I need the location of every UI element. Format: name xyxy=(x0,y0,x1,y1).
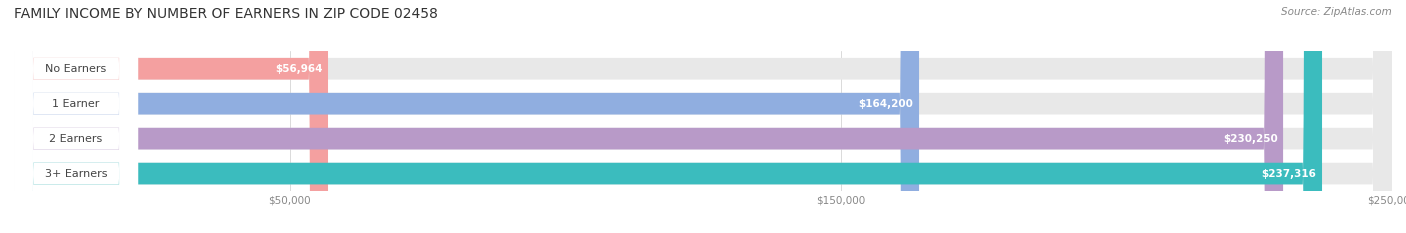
Text: No Earners: No Earners xyxy=(45,64,107,74)
FancyBboxPatch shape xyxy=(14,0,1392,233)
FancyBboxPatch shape xyxy=(14,0,1392,233)
Text: 3+ Earners: 3+ Earners xyxy=(45,169,107,178)
FancyBboxPatch shape xyxy=(14,0,1322,233)
FancyBboxPatch shape xyxy=(14,0,920,233)
Text: Source: ZipAtlas.com: Source: ZipAtlas.com xyxy=(1281,7,1392,17)
Text: $56,964: $56,964 xyxy=(276,64,322,74)
FancyBboxPatch shape xyxy=(14,0,1284,233)
Text: $237,316: $237,316 xyxy=(1261,169,1316,178)
FancyBboxPatch shape xyxy=(14,0,138,233)
FancyBboxPatch shape xyxy=(14,0,138,233)
Text: FAMILY INCOME BY NUMBER OF EARNERS IN ZIP CODE 02458: FAMILY INCOME BY NUMBER OF EARNERS IN ZI… xyxy=(14,7,437,21)
FancyBboxPatch shape xyxy=(14,0,138,233)
FancyBboxPatch shape xyxy=(14,0,328,233)
Text: 2 Earners: 2 Earners xyxy=(49,134,103,144)
Text: $164,200: $164,200 xyxy=(859,99,914,109)
FancyBboxPatch shape xyxy=(14,0,1392,233)
FancyBboxPatch shape xyxy=(14,0,138,233)
FancyBboxPatch shape xyxy=(14,0,1392,233)
Text: $230,250: $230,250 xyxy=(1223,134,1278,144)
Text: 1 Earner: 1 Earner xyxy=(52,99,100,109)
